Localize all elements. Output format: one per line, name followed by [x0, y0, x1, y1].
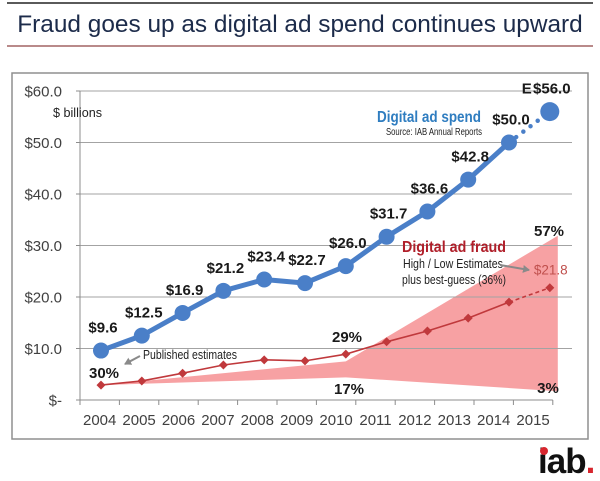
spend-value-label: $21.2 [207, 260, 245, 277]
x-tick-label: 2014 [477, 412, 510, 429]
fraud-point [545, 283, 555, 293]
y-tick-label: $30.0 [24, 238, 62, 255]
y-tick-label: $50.0 [24, 135, 62, 152]
x-tick-label: 2010 [319, 412, 352, 429]
spend-point [378, 228, 395, 245]
spend-point [419, 203, 436, 220]
logo-dot-icon [539, 447, 548, 455]
x-tick-label: 2004 [83, 412, 116, 429]
fraud-line-estimate [508, 286, 551, 303]
fraud-point [300, 356, 310, 366]
spend-value-label: $31.7 [370, 206, 408, 223]
y-tick-label: $10.0 [24, 341, 62, 358]
fraud-point [463, 313, 473, 323]
grid-layer [76, 90, 572, 405]
spend-point [297, 275, 313, 292]
y-tick-label: $40.0 [24, 187, 62, 204]
spend-point [174, 304, 191, 321]
fraud-point [422, 326, 432, 336]
fraud-series-description-line-2: plus best-guess (36%) [402, 273, 506, 287]
spend-value-label: $36.6 [411, 181, 449, 198]
fraud-range-low-label-2010: 17% [334, 381, 364, 398]
fraud-point [341, 349, 351, 359]
spend-point [501, 134, 517, 151]
fraud-range-high-label-2004: 30% [89, 365, 119, 382]
spend-series-name: Digital ad spend [377, 109, 481, 126]
title-bottom-rule [7, 45, 593, 47]
fraud-point [504, 297, 514, 307]
iab-logo: iab. [538, 442, 596, 481]
fraud-series-name: Digital ad fraud [402, 239, 506, 256]
fraud-end-value-label: $21.8 [534, 263, 568, 278]
y-tick-label: $60.0 [24, 84, 62, 101]
spend-series-layer [93, 102, 560, 359]
fraud-point [96, 380, 106, 390]
fraud-estimate-arrow-icon [499, 264, 530, 273]
fraud-range-high-label-2010: 29% [332, 329, 362, 346]
x-tick-label: 2007 [201, 412, 234, 429]
fraud-range-band [101, 235, 558, 392]
x-tick-label: 2015 [516, 412, 549, 429]
fraud-range-high-label-2015: 57% [534, 223, 564, 240]
x-tick-label: 2012 [398, 412, 431, 429]
x-tick-label: 2011 [359, 412, 391, 429]
y-axis-unit-label: $ billions [53, 106, 102, 120]
spend-value-label: $42.8 [451, 149, 489, 166]
published-estimates-arrow-icon [124, 355, 141, 365]
fraud-point [382, 337, 392, 347]
spend-value-label: $56.0 [533, 81, 571, 98]
spend-point [215, 282, 232, 299]
spend-value-label: $9.6 [88, 320, 117, 337]
estimate-marker: E [522, 81, 532, 98]
fraud-series-description-line-1: High / Low Estimates [403, 257, 503, 271]
spend-point [256, 271, 273, 288]
y-tick-label: $- [49, 393, 62, 410]
fraud-point [178, 368, 188, 378]
spend-point [540, 102, 560, 122]
spend-value-label: $12.5 [125, 305, 163, 322]
fraud-series-layer [96, 283, 555, 390]
fraud-point [137, 376, 147, 386]
spend-value-label: $23.4 [247, 248, 285, 265]
x-tick-label: 2013 [438, 412, 471, 429]
published-estimates-annotation: Published estimates [143, 348, 237, 362]
spend-line-estimate [506, 109, 553, 145]
x-tick-label: 2008 [241, 412, 274, 429]
spend-point [133, 327, 150, 344]
fraud-point [218, 360, 228, 370]
spend-value-label: $26.0 [329, 235, 367, 252]
spend-point [460, 171, 477, 188]
spend-value-label: $50.0 [492, 112, 530, 129]
spend-point [93, 342, 109, 359]
spend-value-label: $22.7 [288, 252, 326, 269]
fraud-range-low-label-2015: 3% [537, 380, 559, 397]
page-title: Fraud goes up as digital ad spend contin… [17, 11, 583, 38]
band-layer [101, 235, 558, 392]
spend-point [337, 258, 354, 275]
spend-value-label: $16.9 [166, 282, 204, 299]
x-tick-label: 2005 [122, 412, 155, 429]
fraud-point [259, 355, 269, 365]
x-tick-label: 2006 [162, 412, 195, 429]
x-tick-label: 2009 [280, 412, 313, 429]
logo-period: . [585, 442, 596, 481]
title-top-rule [7, 2, 593, 4]
labels-layer: $- $10.0 $20.0 $30.0 $40.0 $50.0 $60.0 2004 2005… [24, 81, 570, 429]
y-tick-label: $20.0 [24, 290, 62, 307]
spend-series-source: Source: IAB Annual Reports [386, 127, 482, 138]
